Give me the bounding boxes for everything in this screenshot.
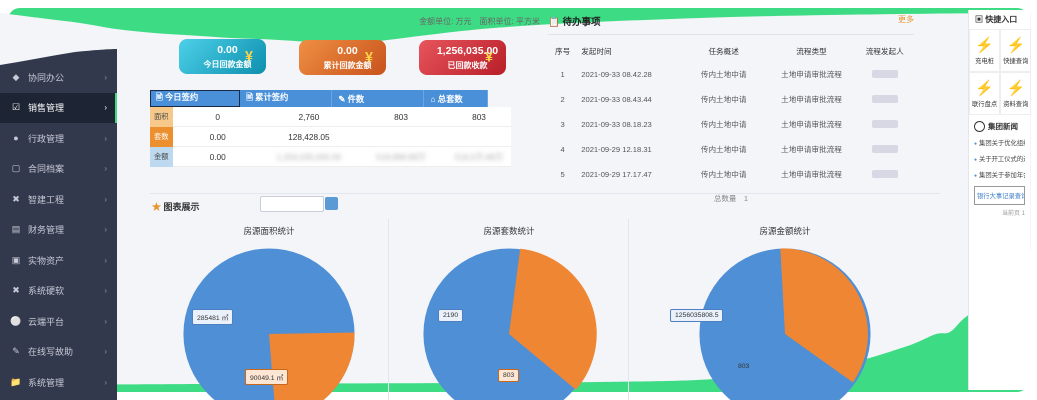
svg-text:¥: ¥	[365, 50, 373, 66]
svg-text:¥: ¥	[485, 50, 493, 66]
svg-text:¥: ¥	[245, 49, 253, 65]
